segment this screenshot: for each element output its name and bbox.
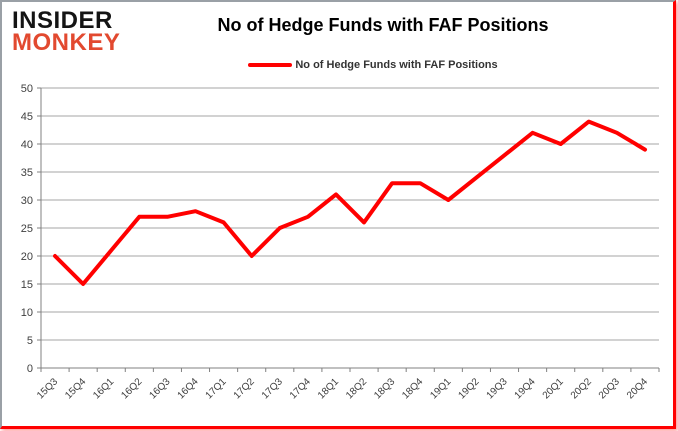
- y-axis-label: 35: [21, 167, 33, 179]
- x-axis-label: 15Q4: [63, 376, 88, 401]
- x-axis-label: 19Q2: [456, 376, 481, 401]
- y-axis-label: 0: [27, 363, 33, 375]
- x-axis-label: 19Q4: [513, 376, 538, 401]
- line-chart: 0 5 10 15 20 25 30 35 40 45 50 15Q3 15Q4 16Q1 16Q2 16Q3…: [21, 83, 660, 401]
- logo-word-insider: INSIDER: [12, 7, 113, 34]
- x-axis-label: 18Q3: [372, 376, 397, 401]
- insider-monkey-logo: INSIDER MONKEY: [12, 7, 121, 57]
- x-axis-label: 20Q3: [597, 376, 622, 401]
- x-axis-label: 20Q2: [569, 376, 594, 401]
- x-axis-label: 17Q2: [232, 376, 257, 401]
- x-axis-label: 16Q3: [147, 376, 172, 401]
- y-axis-label: 5: [27, 335, 33, 347]
- logo-word-monkey: MONKEY: [12, 29, 121, 57]
- x-axis-label: 18Q1: [316, 376, 341, 401]
- x-axis-label: 16Q2: [119, 376, 144, 401]
- y-axis-label: 15: [21, 279, 33, 291]
- x-axis-label: 17Q3: [260, 376, 285, 401]
- y-axis-label: 10: [21, 307, 33, 319]
- x-axis-label: 16Q1: [91, 376, 116, 401]
- legend-line-swatch: [248, 63, 293, 67]
- y-axis-label: 25: [21, 223, 33, 235]
- x-axis-label: 20Q4: [625, 376, 650, 401]
- y-axis-label: 30: [21, 195, 33, 207]
- x-axis-label: 19Q1: [428, 376, 453, 401]
- x-axis-label: 20Q1: [541, 376, 566, 401]
- y-axis-label: 20: [21, 251, 33, 263]
- y-axis-label: 45: [21, 111, 33, 123]
- x-axis-label: 19Q3: [485, 376, 510, 401]
- legend: No of Hedge Funds with FAF Positions: [138, 59, 608, 71]
- y-axis-label: 50: [21, 83, 33, 95]
- x-axis-label: 17Q1: [204, 376, 229, 401]
- x-axis-label: 18Q2: [344, 376, 369, 401]
- x-axis-label: 17Q4: [288, 376, 313, 401]
- x-axis-label: 18Q4: [400, 376, 425, 401]
- chart-title: No of Hedge Funds with FAF Positions: [217, 15, 549, 35]
- legend-label: No of Hedge Funds with FAF Positions: [295, 59, 498, 71]
- y-axis-label: 40: [21, 139, 33, 151]
- x-axis-label: 16Q4: [176, 376, 201, 401]
- x-axis-label: 15Q3: [35, 376, 60, 401]
- series-line: [53, 119, 647, 286]
